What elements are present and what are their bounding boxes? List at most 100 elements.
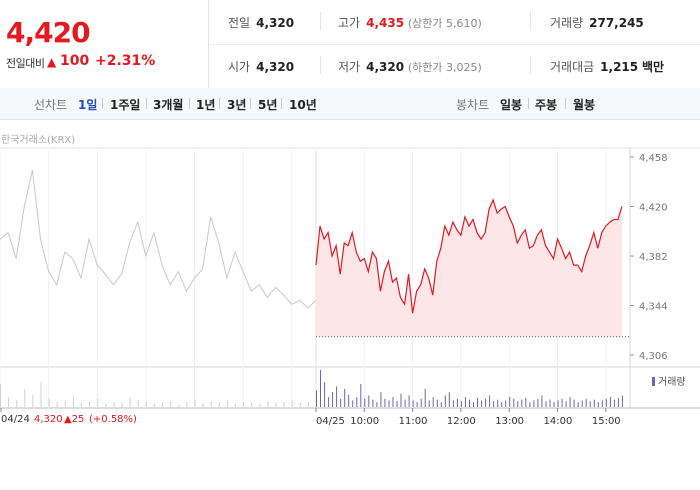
volume-bar-73	[609, 397, 611, 407]
volume-bar-37	[464, 397, 466, 407]
change-value: 100	[60, 53, 90, 69]
volume-bar-prev-1	[8, 397, 10, 407]
volume-bar-63	[569, 397, 571, 407]
volume-bar-46	[501, 402, 503, 407]
volume-bar-prev-9	[72, 395, 74, 407]
volume-bar-22	[404, 399, 406, 407]
prev-day-date: 04/24	[1, 414, 30, 425]
volume-bar-64	[573, 399, 575, 407]
volume-bar-prev-21	[170, 401, 172, 407]
volume-bar-45	[497, 399, 499, 407]
tab-1week[interactable]: 1주일	[110, 98, 141, 112]
tab-monthly-candle[interactable]: 월봉	[573, 98, 596, 112]
volume-bar-prev-37	[299, 402, 301, 407]
x-tick-label-4: 13:00	[495, 416, 524, 427]
volume-bar-prev-0	[0, 384, 1, 407]
volume-bar-34	[452, 400, 454, 407]
volume-bar-prev-19	[153, 403, 155, 407]
volume-bar-prev-32	[259, 403, 261, 407]
up-triangle-icon: ▲	[47, 55, 57, 69]
quote-header: 4,420 전일대비 ▲ 100 +2.31% 전일 4,320 고가 4,435 …	[0, 0, 700, 89]
price-summary: 4,420 전일대비 ▲ 100 +2.31%	[0, 0, 209, 88]
volume-bar-18	[388, 400, 390, 407]
volume-bar-74	[613, 399, 615, 407]
volume-bar-44	[493, 401, 495, 407]
volume-bar-39	[473, 402, 474, 407]
volume-bar-51	[521, 399, 523, 407]
tab-daily-candle[interactable]: 일봉	[500, 98, 523, 112]
volume-bar-57	[545, 401, 547, 407]
volume-bar-prev-34	[275, 402, 277, 407]
volume-bar-61	[561, 398, 563, 407]
change-percent: +2.31%	[95, 53, 156, 69]
y-tick-label-0: 4,458	[639, 153, 668, 164]
candle-chart-label: 봉차트	[456, 98, 490, 112]
tab-1day[interactable]: 1일	[78, 98, 98, 112]
prev-day-close: 4,320	[34, 414, 63, 425]
volume-bar-21	[400, 393, 402, 407]
prev-day-pct: (+0.58%)	[89, 414, 137, 425]
volume-bar-prev-25	[202, 403, 204, 407]
high-price: 고가 4,435 (상한가 5,610)	[338, 16, 482, 30]
info-row-2: 시가 4,320 저가 4,320 (하한가 3,025) 거래대금 1,215 백만	[208, 44, 700, 88]
volume-bar-10	[356, 397, 358, 407]
volume-bar-3	[328, 397, 330, 407]
volume-bar-36	[460, 401, 462, 407]
volume-bar-prev-11	[89, 401, 91, 407]
volume-bar-33	[448, 392, 450, 407]
tab-weekly-candle[interactable]: 주봉	[535, 98, 558, 112]
volume-bar-prev-35	[283, 402, 285, 407]
volume: 거래량 277,245	[550, 16, 644, 30]
x-tick-label-5: 14:00	[544, 416, 573, 427]
prev-close: 전일 4,320	[228, 16, 295, 30]
volume-bar-prev-5	[40, 382, 42, 407]
volume-bar-23	[408, 395, 410, 407]
x-tick-label-1: 10:00	[350, 416, 379, 427]
volume-bar-prev-15	[121, 402, 123, 407]
tab-1year[interactable]: 1년	[196, 98, 216, 112]
volume-bar-76	[621, 395, 623, 407]
volume-bar-13	[368, 395, 370, 407]
data-source: 한국거래소(KRX)	[1, 135, 76, 146]
volume-bar-2	[324, 382, 326, 407]
volume-bar-60	[557, 400, 559, 407]
volume-bar-prev-2	[16, 400, 18, 407]
tab-3year[interactable]: 3년	[227, 98, 247, 112]
volume-bar-71	[601, 400, 603, 407]
current-day-area	[316, 200, 622, 337]
volume-bar-40	[477, 398, 478, 407]
volume-bar-52	[525, 398, 527, 407]
volume-bar-prev-16	[129, 397, 131, 407]
tab-3month[interactable]: 3개월	[153, 98, 184, 112]
volume-bar-19	[392, 397, 394, 407]
tab-10year[interactable]: 10년	[289, 98, 317, 112]
volume-bar-0	[316, 390, 317, 407]
volume-bar-7	[344, 388, 346, 407]
change-label: 전일대비	[6, 57, 45, 70]
volume-bar-9	[352, 400, 354, 407]
volume-bar-17	[384, 398, 386, 407]
volume-bar-prev-14	[113, 402, 115, 407]
low-price: 저가 4,320 (하한가 3,025)	[338, 60, 482, 74]
volume-bar-prev-23	[186, 402, 188, 407]
volume-bar-69	[593, 399, 595, 407]
volume-bar-14	[372, 399, 374, 407]
volume-bar-31	[440, 402, 442, 407]
current-price: 4,420	[6, 16, 91, 49]
volume-bar-38	[469, 399, 470, 407]
volume-bar-prev-30	[243, 402, 245, 407]
volume-bar-48	[509, 397, 511, 407]
volume-bar-42	[485, 398, 487, 407]
volume-bar-67	[585, 398, 587, 407]
prev-day-change: ▲25	[64, 414, 85, 425]
info-row-1: 전일 4,320 고가 4,435 (상한가 5,610) 거래량 277,245	[208, 0, 700, 45]
tab-5year[interactable]: 5년	[258, 98, 278, 112]
volume-bar-12	[364, 398, 366, 407]
volume-bar-50	[517, 401, 519, 407]
volume-bar-prev-33	[267, 401, 269, 407]
volume-bar-prev-29	[235, 403, 236, 407]
volume-bar-30	[436, 399, 438, 407]
volume-bar-prev-38	[307, 402, 309, 407]
volume-bar-prev-4	[32, 394, 34, 407]
volume-bar-28	[428, 400, 430, 407]
